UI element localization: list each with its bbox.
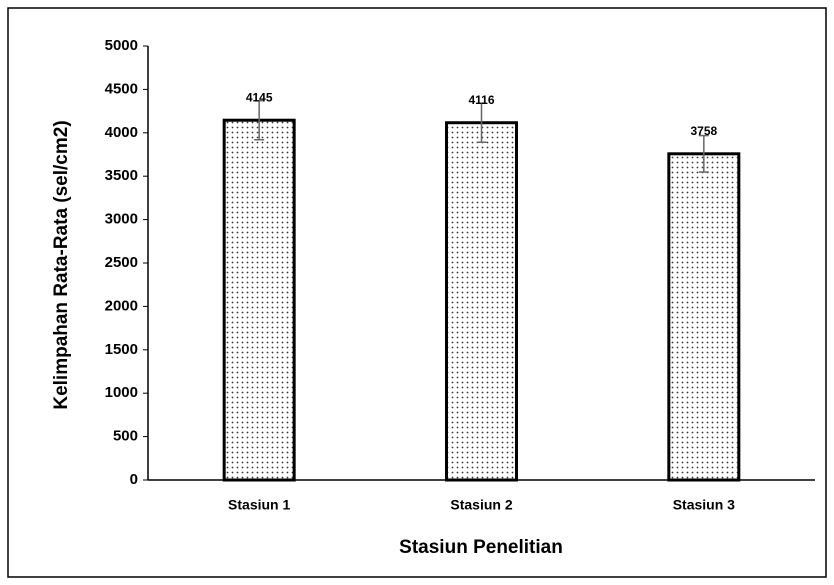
bar — [447, 123, 517, 480]
bar — [669, 154, 739, 480]
x-tick-label: Stasiun 1 — [228, 497, 290, 513]
y-tick-label: 1500 — [105, 341, 138, 358]
bar — [224, 120, 294, 480]
y-tick-label: 3000 — [105, 211, 138, 228]
value-label: 4116 — [468, 93, 494, 107]
y-tick-label: 5000 — [105, 37, 138, 54]
value-label: 3758 — [690, 124, 717, 138]
x-tick-label: Stasiun 2 — [450, 497, 512, 513]
x-axis-title: Stasiun Penelitian — [399, 537, 563, 558]
y-tick-label: 0 — [130, 471, 138, 488]
y-tick-label: 4000 — [105, 124, 138, 141]
y-axis-title: Kelimpahan Rata-Rata (sel/cm2) — [51, 120, 72, 409]
y-tick-label: 1000 — [105, 384, 138, 401]
y-tick-label: 2000 — [105, 297, 138, 314]
y-tick-label: 2500 — [105, 254, 138, 271]
x-tick-label: Stasiun 3 — [673, 497, 735, 513]
value-label: 4145 — [246, 90, 273, 104]
y-tick-label: 500 — [113, 428, 138, 445]
y-tick-label: 4500 — [105, 80, 138, 97]
y-tick-label: 3500 — [105, 167, 138, 184]
chart: Stasiun Penelitian Kelimpahan Rata-Rata … — [0, 0, 834, 585]
page: Stasiun Penelitian Kelimpahan Rata-Rata … — [0, 0, 834, 585]
